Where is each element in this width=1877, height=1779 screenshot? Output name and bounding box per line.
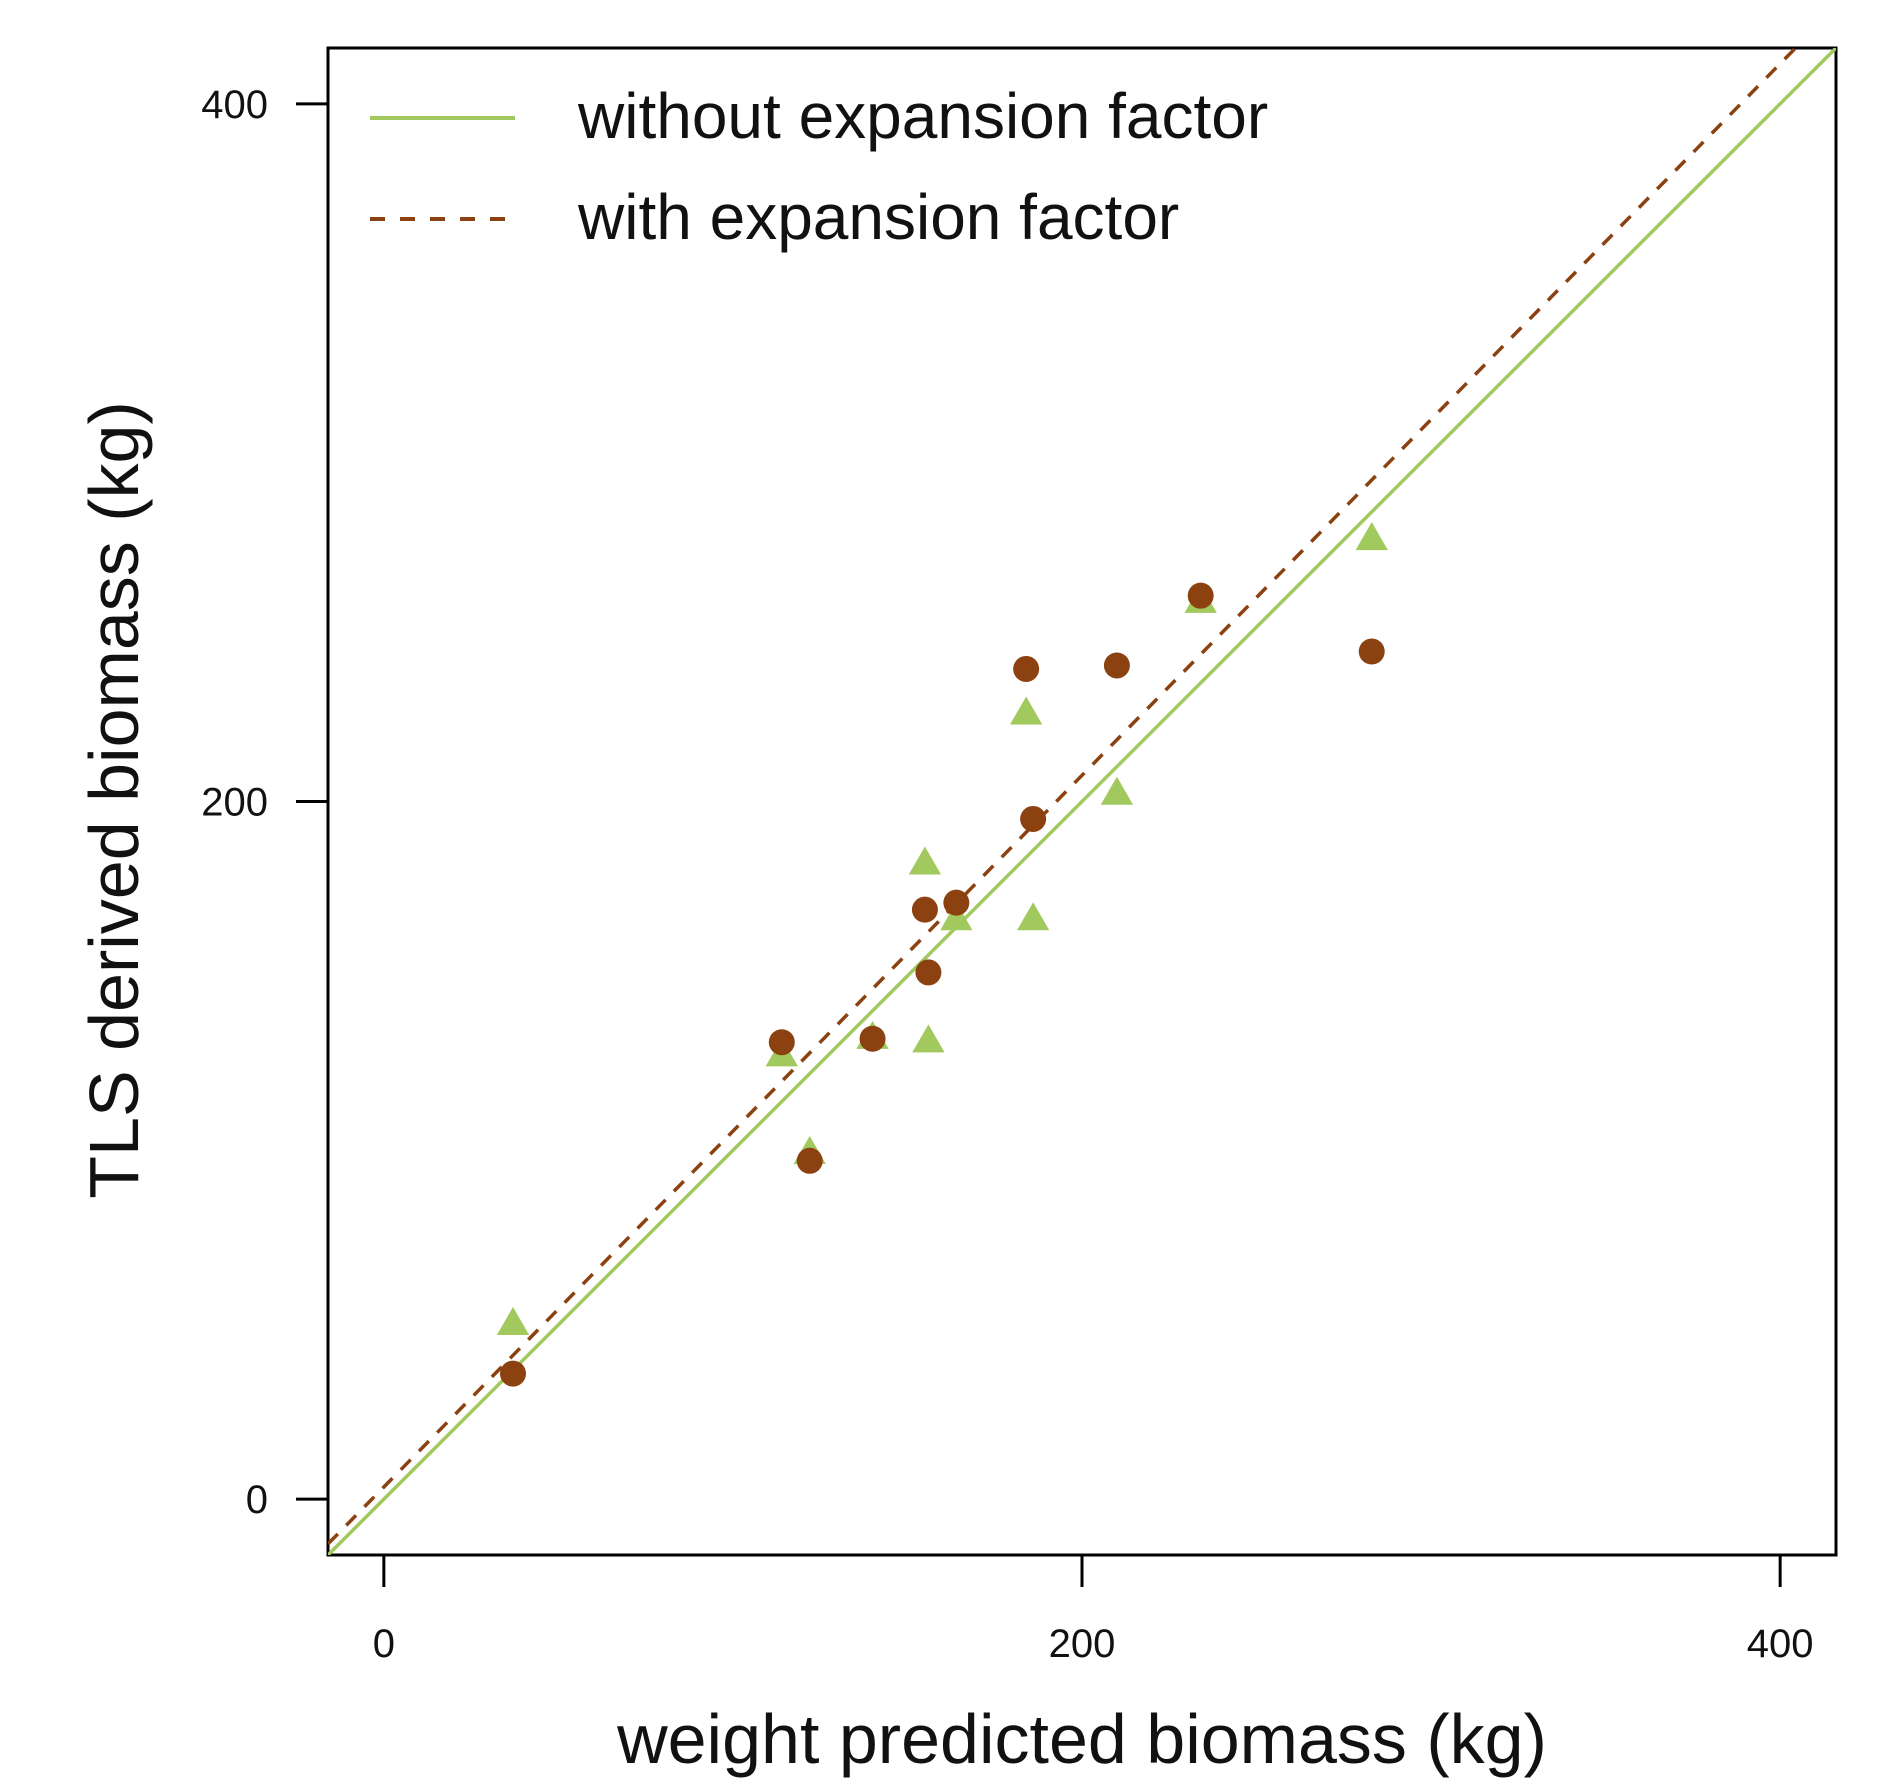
point-with-expansion-1 (768, 1029, 795, 1056)
y-axis-title: TLS derived biomass (kg) (75, 401, 153, 1199)
legend-label-without-expansion: without expansion factor (577, 80, 1268, 152)
data-markers (496, 522, 1388, 1387)
x-tick-label-200: 200 (1049, 1622, 1116, 1666)
point-with-expansion-5 (915, 959, 942, 986)
point-without-expansion-4 (908, 846, 942, 875)
point-with-expansion-3 (859, 1025, 886, 1052)
point-without-expansion-6 (940, 902, 973, 931)
y-tick-label-400: 400 (201, 83, 268, 127)
point-without-expansion-11 (1355, 522, 1388, 551)
fit-line-with-expansion (328, 48, 1799, 1546)
point-without-expansion-7 (1009, 696, 1043, 725)
point-with-expansion-9 (1103, 652, 1130, 679)
y-tick-label-0: 0 (246, 1478, 268, 1522)
x-axis-title: weight predicted biomass (kg) (616, 1700, 1547, 1778)
point-with-expansion-10 (1187, 582, 1214, 609)
x-tick-label-0: 0 (373, 1622, 395, 1666)
point-without-expansion-9 (1100, 776, 1134, 805)
point-with-expansion-6 (943, 889, 970, 916)
point-with-expansion-4 (911, 896, 938, 923)
point-without-expansion-5 (912, 1024, 945, 1053)
point-without-expansion-8 (1016, 902, 1050, 931)
point-with-expansion-7 (1013, 655, 1040, 682)
point-without-expansion-0 (496, 1306, 530, 1335)
fit-line-without-expansion (328, 48, 1836, 1555)
point-with-expansion-8 (1020, 805, 1047, 832)
point-with-expansion-11 (1358, 638, 1385, 665)
tick-labels: 0 200 400 0 200 400 (201, 83, 1813, 1666)
axis-ticks (296, 102, 1782, 1587)
y-tick-label-200: 200 (201, 781, 268, 825)
x-tick-label-400: 400 (1747, 1622, 1814, 1666)
point-with-expansion-0 (500, 1360, 527, 1387)
fit-lines (328, 48, 1836, 1555)
legend: without expansion factor with expansion … (370, 80, 1268, 253)
point-with-expansion-2 (796, 1147, 823, 1174)
legend-label-with-expansion: with expansion factor (577, 181, 1179, 253)
